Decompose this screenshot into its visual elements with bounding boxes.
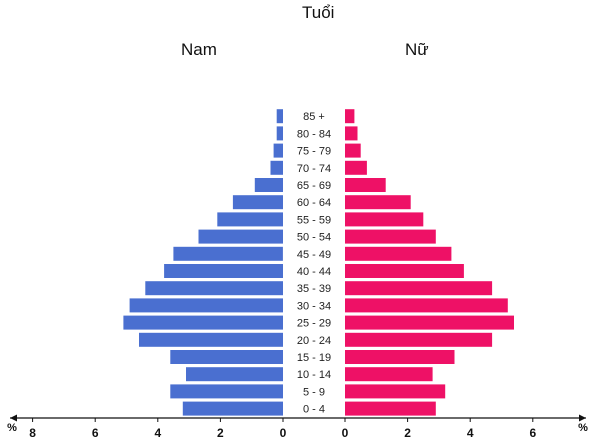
x-tick-label-female: 4 (467, 426, 474, 440)
female-bar (345, 195, 411, 210)
age-group-label: 55 - 59 (297, 214, 331, 226)
age-group-label: 60 - 64 (297, 197, 331, 209)
age-group-label: 20 - 24 (297, 335, 331, 347)
female-bar (345, 126, 358, 141)
male-label: Nam (181, 40, 217, 59)
age-group-label: 80 - 84 (297, 128, 331, 140)
male-bar (232, 195, 283, 210)
male-bar (170, 350, 283, 364)
female-bar (345, 367, 433, 382)
age-group-label: 35 - 39 (297, 283, 331, 295)
male-bar (276, 109, 283, 124)
x-tick-label-female: 2 (404, 426, 411, 440)
age-group-label: 75 - 79 (297, 146, 331, 158)
male-bar (164, 264, 283, 278)
age-group-label: 50 - 54 (297, 232, 331, 244)
age-group-label: 65 - 69 (297, 180, 331, 192)
x-tick-label-male: 8 (29, 426, 36, 440)
x-tick-label-female: 0 (342, 426, 349, 440)
female-bar (345, 264, 464, 278)
x-axis-left-arrow (10, 414, 17, 422)
x-tick-label-male: 2 (217, 426, 224, 440)
male-bar (186, 367, 283, 382)
age-group-label: 10 - 14 (297, 369, 331, 381)
male-bar (198, 229, 283, 244)
female-bar (345, 281, 493, 296)
age-group-label: 0 - 4 (303, 404, 325, 416)
age-group-label: 30 - 34 (297, 300, 331, 312)
female-bar (345, 384, 446, 399)
male-bar (270, 160, 283, 175)
male-bar (254, 178, 283, 192)
male-bar (139, 332, 283, 347)
female-bar (345, 332, 493, 347)
x-axis-right-arrow (579, 414, 586, 422)
age-group-label: 25 - 29 (297, 318, 331, 330)
male-bar (170, 384, 283, 399)
male-bar (173, 246, 283, 261)
x-axis-unit-left: % (7, 422, 17, 434)
female-bar (345, 160, 367, 175)
female-bar (345, 298, 508, 313)
female-bar (345, 212, 424, 227)
age-group-label: 70 - 74 (297, 163, 331, 175)
female-bar (345, 178, 386, 192)
x-tick-label-male: 0 (280, 426, 287, 440)
age-group-label: 15 - 19 (297, 352, 331, 364)
x-tick-label-male: 6 (92, 426, 99, 440)
female-bar (345, 229, 436, 244)
male-bar (182, 401, 283, 416)
male-bar (276, 126, 283, 141)
female-bar (345, 109, 355, 124)
male-bar (217, 212, 283, 227)
male-bar (129, 298, 283, 313)
female-bar (345, 143, 361, 158)
female-bar (345, 350, 455, 364)
age-group-label: 85 + (303, 111, 325, 123)
chart-title: Tuổi (302, 3, 335, 22)
x-tick-label-male: 4 (154, 426, 161, 440)
age-group-label: 40 - 44 (297, 266, 331, 278)
female-bar (345, 246, 452, 261)
female-bar (345, 401, 436, 416)
x-tick-label-female: 6 (529, 426, 536, 440)
age-group-label: 5 - 9 (303, 386, 325, 398)
x-axis-unit-right: % (578, 422, 588, 434)
female-label: Nữ (405, 40, 429, 59)
male-bar (273, 143, 283, 158)
age-group-label: 45 - 49 (297, 249, 331, 261)
female-bar (345, 315, 514, 330)
male-bar (123, 315, 284, 330)
male-bar (145, 281, 283, 296)
